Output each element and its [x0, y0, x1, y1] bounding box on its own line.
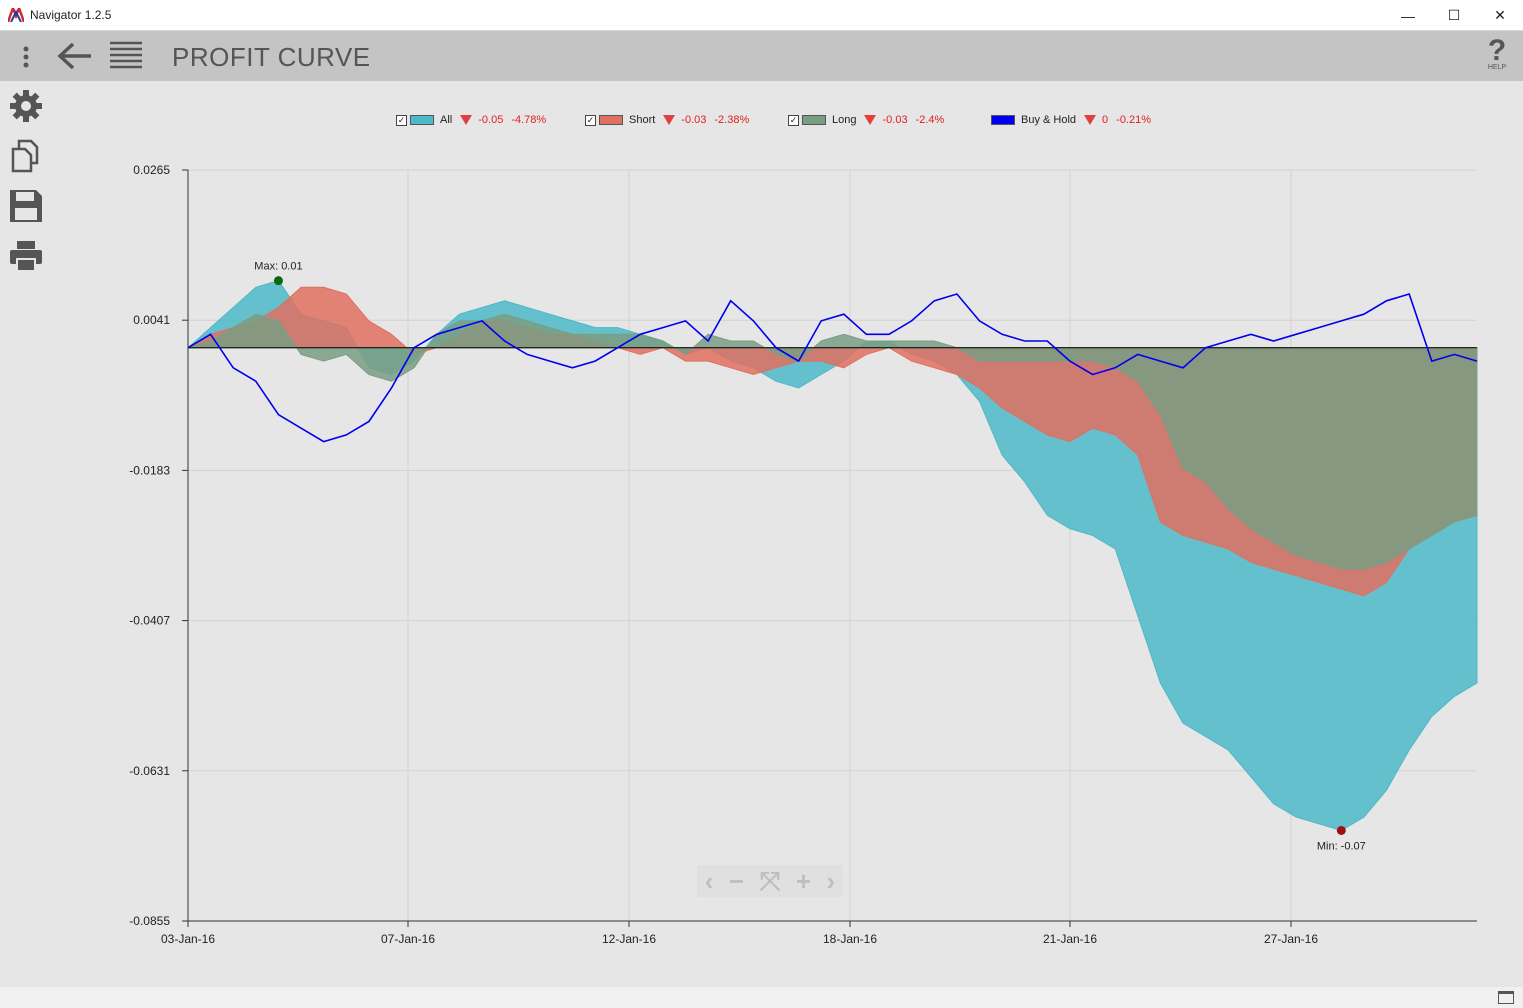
pan-right-button[interactable]: › — [826, 866, 836, 896]
legend-swatch — [599, 115, 623, 125]
x-tick-label: 18-Jan-16 — [823, 932, 877, 946]
zoom-in-button[interactable]: + — [795, 866, 812, 896]
legend-label: All — [440, 114, 453, 126]
down-triangle-icon — [663, 115, 676, 125]
more-options-icon[interactable] — [18, 43, 34, 71]
x-tick-label: 12-Jan-16 — [602, 932, 656, 946]
down-triangle-icon — [1084, 115, 1097, 125]
gear-icon[interactable] — [9, 89, 43, 123]
legend-swatch — [991, 115, 1015, 125]
zoom-fit-button[interactable]: ⤧ — [759, 866, 781, 896]
legend-item-long[interactable]: ✓ Long -0.03 -2.4% — [788, 108, 952, 132]
x-tick-label: 27-Jan-16 — [1264, 932, 1318, 946]
legend-change: -0.03 — [882, 114, 908, 126]
legend-percent: -2.38% — [714, 114, 750, 126]
down-triangle-icon — [460, 115, 473, 125]
window-icon[interactable] — [1498, 991, 1514, 1004]
legend-label: Short — [629, 114, 656, 126]
series-long-area — [187, 313, 1478, 570]
y-tick-label: -0.0183 — [129, 463, 170, 477]
legend-checkbox[interactable]: ✓ — [788, 114, 799, 126]
save-icon[interactable] — [9, 189, 43, 223]
legend-swatch — [410, 115, 434, 125]
help-icon: ? — [1487, 34, 1507, 67]
legend-checkbox[interactable]: ✓ — [396, 114, 407, 126]
y-tick-label: 0.0041 — [133, 313, 170, 327]
legend-label: Long — [832, 114, 857, 126]
legend-change: -0.03 — [681, 114, 707, 126]
legend-change: 0 — [1102, 114, 1109, 126]
legend-percent: -4.78% — [511, 114, 547, 126]
window-title: Navigator 1.2.5 — [30, 8, 112, 22]
zoom-out-button[interactable]: − — [728, 866, 745, 896]
legend-swatch — [802, 115, 826, 125]
maximize-button[interactable]: ☐ — [1447, 7, 1461, 23]
min-label: Min: -0.07 — [1317, 840, 1366, 852]
y-tick-label: 0.0265 — [133, 163, 170, 177]
legend-item-short[interactable]: ✓ Short -0.03 -2.38% — [585, 108, 757, 132]
x-tick-label: 21-Jan-16 — [1043, 932, 1097, 946]
legend-item-all[interactable]: ✓ All -0.05 -4.78% — [396, 108, 554, 132]
help-label: HELP — [1487, 64, 1507, 71]
help-button[interactable]: ? HELP — [1480, 35, 1514, 77]
x-tick-label: 03-Jan-16 — [161, 932, 215, 946]
app-logo-icon — [8, 8, 24, 22]
y-tick-label: -0.0855 — [129, 914, 170, 928]
down-triangle-icon — [864, 115, 877, 125]
legend-item-buy-hold[interactable]: Buy & Hold 0 -0.21% — [991, 108, 1159, 132]
legend-label: Buy & Hold — [1021, 114, 1077, 126]
max-marker — [273, 276, 283, 286]
legend-percent: -2.4% — [915, 114, 945, 126]
copy-icon[interactable] — [9, 139, 43, 173]
back-arrow-icon[interactable] — [55, 41, 95, 71]
legend-change: -0.05 — [478, 114, 504, 126]
status-bar — [0, 987, 1523, 1008]
y-tick-label: -0.0407 — [129, 614, 170, 628]
toolbar: PROFIT CURVE ? HELP — [0, 31, 1523, 81]
x-tick-label: 07-Jan-16 — [381, 932, 435, 946]
profit-curve-chart[interactable]: 0.0265 0.0041 -0.0183 -0.0407 -0.0631 -0.0855… — [0, 150, 1523, 950]
minimize-button[interactable]: — — [1401, 7, 1415, 24]
y-tick-label: -0.0631 — [129, 764, 170, 778]
pan-left-button[interactable]: ‹ — [704, 866, 714, 896]
legend-percent: -0.21% — [1116, 114, 1152, 126]
print-icon[interactable] — [9, 239, 43, 273]
series-buy-hold-line — [187, 293, 1478, 443]
chart-legend: ✓ All -0.05 -4.78% ✓ Short -0.03 -2.38% … — [0, 108, 1523, 132]
title-bar: Navigator 1.2.5 — ☐ ✕ — [0, 0, 1523, 31]
list-icon[interactable] — [108, 41, 144, 71]
min-marker — [1336, 825, 1346, 835]
max-label: Max: 0.01 — [254, 261, 302, 273]
page-title: PROFIT CURVE — [172, 42, 371, 72]
zoom-controls: ‹ − ⤧ + › — [697, 865, 843, 897]
legend-checkbox[interactable]: ✓ — [585, 114, 596, 126]
sidebar — [0, 81, 52, 281]
close-button[interactable]: ✕ — [1494, 7, 1506, 23]
